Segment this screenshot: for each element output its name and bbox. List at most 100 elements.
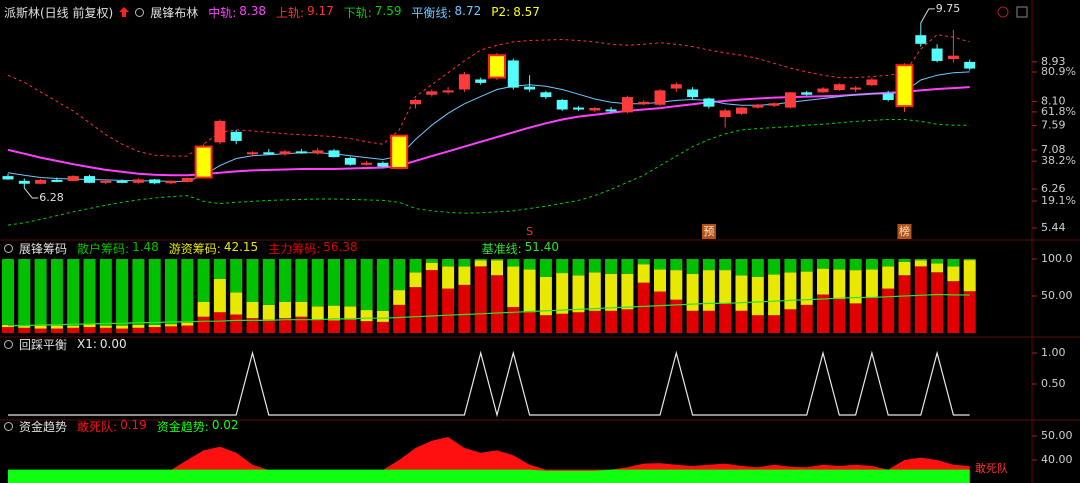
panel-icon[interactable] [4,243,13,253]
bar-segment [246,301,259,319]
bar-segment [165,324,177,327]
candle-body [507,60,519,88]
bar-segment [523,259,536,270]
bar-segment [654,269,666,292]
bar-segment [2,259,14,325]
bar-segment [197,316,210,333]
candle-body [895,64,914,108]
bar-segment [588,310,601,333]
bar-segment [50,259,63,326]
legend-name: 敢死队: [77,419,118,434]
bar-segment [882,266,895,289]
candle-body [263,152,275,155]
bar-segment [719,270,732,304]
bar-segment [670,299,683,333]
bar-segment [213,278,226,313]
panel-icon[interactable] [4,339,13,349]
candle-body [882,93,894,100]
bar-segment [99,325,112,328]
bar-segment [572,312,585,333]
panel-title: 资金趋势 [19,419,68,434]
bar-segment [654,259,666,270]
bar-segment [686,273,699,311]
bar-segment [474,266,487,333]
candle-body [67,176,79,181]
legend-entry: 平衡线: 8.72 [412,4,482,21]
bar-segment [148,324,161,328]
bar-segment [751,259,764,277]
bar-segment [67,325,80,328]
bar-segment [963,260,976,292]
signal-box [701,224,716,239]
bar-segment [148,327,161,333]
bar-segment [328,259,340,306]
candle-body [132,179,144,183]
bar-segment [523,269,536,313]
bar-segment [735,275,748,311]
bar-segment [556,259,569,274]
bar-segment [898,261,911,276]
panel-header: 派斯林(日线 前复权) 展锋布林 中轨: 8.38 上轨: 9.17 下轨: 7.59 平衡… [4,4,540,20]
bar-segment [931,272,944,333]
end-label: 敢死队 [975,461,1008,475]
bar-segment [230,314,243,333]
bar-segment [507,259,520,267]
candle-body [589,108,601,111]
bar-segment [458,266,471,285]
bar-segment [279,301,292,319]
candle-body [670,84,682,89]
bar-segment [311,259,324,307]
legend-value: 7.59 [374,3,402,18]
window-icon[interactable] [1016,6,1028,18]
legend-name: P2: [491,5,511,19]
bar-segment [588,259,601,273]
bar-segment [800,259,813,272]
bar-segment [246,318,259,333]
bar-segment [295,316,308,333]
legend-name: 资金趋势: [156,419,209,434]
bar-segment [393,259,406,291]
candle-body [605,109,617,112]
candle-body [866,79,878,86]
legend-name: 上轨: [275,5,305,20]
legend-value: 51.40 [524,239,559,254]
candle-body [84,176,95,183]
bar-segment [621,273,634,310]
legend-name: 游资筹码: [168,241,221,256]
legend-value: 9.17 [307,3,334,18]
candle-body [784,92,796,108]
candle-body [426,91,438,95]
bar-segment [914,266,927,333]
candle-body [247,152,258,155]
legend-value: 8.38 [239,3,266,18]
candle-body [442,90,454,93]
bar-segment [556,273,569,314]
bar-segment [735,310,748,333]
bar-segment [865,297,878,333]
candle-body [703,98,715,107]
bar-segment [947,281,960,333]
candle-body [817,88,829,93]
bar-segment [654,291,666,333]
bar-segment [67,259,80,326]
bar-segment [18,325,31,328]
bar-segment [963,291,976,333]
series-line [7,119,970,226]
bar-segment [637,264,650,283]
candle-body [915,35,927,44]
bar-segment [83,259,96,325]
bar-segment [898,259,911,262]
candle-body [165,180,177,184]
panel-icon[interactable] [4,421,13,431]
bar-segment [865,259,878,270]
window-icon[interactable] [997,6,1009,18]
panel-icon[interactable] [135,7,145,17]
y-tick-label: 61.8% [1041,105,1076,118]
bar-segment [83,324,96,328]
signal-box [897,224,912,239]
bar-segment [474,259,487,261]
series-line [8,350,970,418]
legend-value: 56.38 [323,239,358,254]
bar-segment [588,272,601,311]
